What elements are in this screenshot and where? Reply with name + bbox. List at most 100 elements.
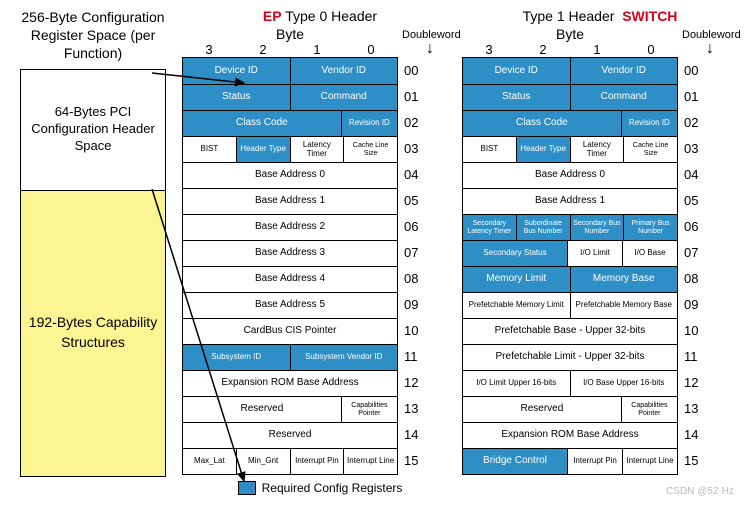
- type1-byte-header: Byte 3210 Doubleword ↓: [462, 26, 738, 57]
- switch-tag: SWITCH: [622, 8, 677, 24]
- register-cell: I/O Limit: [567, 241, 622, 266]
- table-row: StatusCommand: [183, 84, 397, 110]
- byte-nums-0: 3210: [182, 42, 398, 57]
- register-cell: Base Address 5: [183, 293, 397, 318]
- register-cell: Header Type: [516, 137, 570, 162]
- type1-table-wrap: Device IDVendor IDStatusCommandClass Cod…: [462, 57, 738, 475]
- table-row: Reserved: [183, 422, 397, 448]
- ep-tag: EP: [263, 8, 282, 24]
- table-row: Device IDVendor ID: [463, 58, 677, 84]
- register-cell: Reserved: [183, 397, 341, 422]
- type1-dw-col: 00010203040506070809101112131415: [684, 57, 698, 475]
- byte-num: 1: [570, 42, 624, 57]
- register-cell: Memory Limit: [463, 267, 570, 292]
- register-cell: Secondary Status: [463, 241, 567, 266]
- table-row: BISTHeader TypeLatency TimerCache Line S…: [183, 136, 397, 162]
- dw-index: 11: [684, 343, 698, 369]
- arrow-down-icon: ↓: [682, 41, 738, 57]
- register-cell: Revision ID: [621, 111, 677, 136]
- register-cell: Base Address 1: [183, 189, 397, 214]
- dw-index: 00: [684, 57, 698, 83]
- table-row: Prefetchable Limit - Upper 32-bits: [463, 344, 677, 370]
- table-row: ReservedCapabilities Pointer: [463, 396, 677, 422]
- register-cell: Expansion ROM Base Address: [183, 371, 397, 396]
- register-cell: Class Code: [183, 111, 341, 136]
- register-cell: Base Address 3: [183, 241, 397, 266]
- dw-index: 08: [684, 265, 698, 291]
- legend: Required Config Registers: [182, 481, 458, 495]
- type0-table: Device IDVendor IDStatusCommandClass Cod…: [182, 57, 398, 475]
- table-row: Memory LimitMemory Base: [463, 266, 677, 292]
- table-row: Base Address 4: [183, 266, 397, 292]
- byte-label-1: Byte: [462, 26, 678, 42]
- dw-label-1: Doubleword ↓: [678, 29, 738, 57]
- register-cell: BIST: [463, 137, 516, 162]
- type1-title: Type 1 Header SWITCH: [462, 8, 738, 24]
- arrow-down-icon: ↓: [402, 41, 458, 57]
- register-cell: BIST: [183, 137, 236, 162]
- dw-index: 14: [684, 421, 698, 447]
- register-cell: I/O Limit Upper 16-bits: [463, 371, 570, 396]
- type0-table-wrap: Device IDVendor IDStatusCommandClass Cod…: [182, 57, 458, 475]
- register-cell: Reserved: [463, 397, 621, 422]
- dw-index: 04: [684, 161, 698, 187]
- register-cell: Min_Gnt: [236, 449, 290, 474]
- register-cell: Bridge Control: [463, 449, 567, 474]
- byte-num: 0: [624, 42, 678, 57]
- register-cell: Interrupt Pin: [567, 449, 622, 474]
- register-cell: Prefetchable Base - Upper 32-bits: [463, 319, 677, 344]
- type1-header-text: Type 1 Header: [523, 8, 615, 24]
- table-row: Expansion ROM Base Address: [463, 422, 677, 448]
- left-column: 256-Byte Configuration Register Space (p…: [8, 8, 178, 495]
- dw-index: 09: [684, 291, 698, 317]
- capability-space-label: 192-Bytes Capability Structures: [21, 190, 165, 476]
- legend-text: Required Config Registers: [262, 481, 403, 495]
- dw-index: 07: [684, 239, 698, 265]
- type0-byte-header: Byte 3210 Doubleword ↓: [182, 26, 458, 57]
- table-row: Expansion ROM Base Address: [183, 370, 397, 396]
- register-cell: Subsystem ID: [183, 345, 290, 370]
- type0-dw-col: 00010203040506070809101112131415: [404, 57, 418, 475]
- dw-index: 09: [404, 291, 418, 317]
- dw-index: 14: [404, 421, 418, 447]
- table-row: Prefetchable Memory LimitPrefetchable Me…: [463, 292, 677, 318]
- dw-index: 10: [404, 317, 418, 343]
- dw-index: 11: [404, 343, 418, 369]
- register-cell: CardBus CIS Pointer: [183, 319, 397, 344]
- type1-column: Type 1 Header SWITCH Byte 3210 Doublewor…: [462, 8, 738, 495]
- dw-index: 10: [684, 317, 698, 343]
- register-cell: Cache Line Size: [343, 137, 397, 162]
- register-cell: Interrupt Pin: [290, 449, 344, 474]
- watermark: CSDN @52·Hz: [666, 486, 734, 497]
- register-cell: Status: [463, 85, 570, 110]
- dw-index: 12: [404, 369, 418, 395]
- table-row: Base Address 5: [183, 292, 397, 318]
- register-cell: Base Address 2: [183, 215, 397, 240]
- dw-index: 03: [404, 135, 418, 161]
- dw-index: 06: [404, 213, 418, 239]
- dw-index: 01: [684, 83, 698, 109]
- register-cell: I/O Base: [622, 241, 677, 266]
- legend-swatch: [238, 481, 256, 495]
- dw-index: 04: [404, 161, 418, 187]
- dw-index: 00: [404, 57, 418, 83]
- table-row: ReservedCapabilities Pointer: [183, 396, 397, 422]
- dw-index: 12: [684, 369, 698, 395]
- register-cell: Secondary Latency Timer: [463, 215, 516, 240]
- register-cell: Device ID: [463, 58, 570, 84]
- table-row: StatusCommand: [463, 84, 677, 110]
- register-cell: Class Code: [463, 111, 621, 136]
- diagram-root: 256-Byte Configuration Register Space (p…: [8, 8, 742, 495]
- register-cell: Device ID: [183, 58, 290, 84]
- register-cell: Cache Line Size: [623, 137, 677, 162]
- table-row: Class CodeRevision ID: [463, 110, 677, 136]
- register-cell: Capabilities Pointer: [341, 397, 397, 422]
- byte-num: 2: [236, 42, 290, 57]
- register-cell: Base Address 4: [183, 267, 397, 292]
- register-cell: Latency Timer: [570, 137, 624, 162]
- table-row: Base Address 0: [463, 162, 677, 188]
- register-cell: Base Address 1: [463, 189, 677, 214]
- table-row: Bridge ControlInterrupt PinInterrupt Lin…: [463, 448, 677, 474]
- table-row: Subsystem IDSubsystem Vendor ID: [183, 344, 397, 370]
- table-row: Base Address 0: [183, 162, 397, 188]
